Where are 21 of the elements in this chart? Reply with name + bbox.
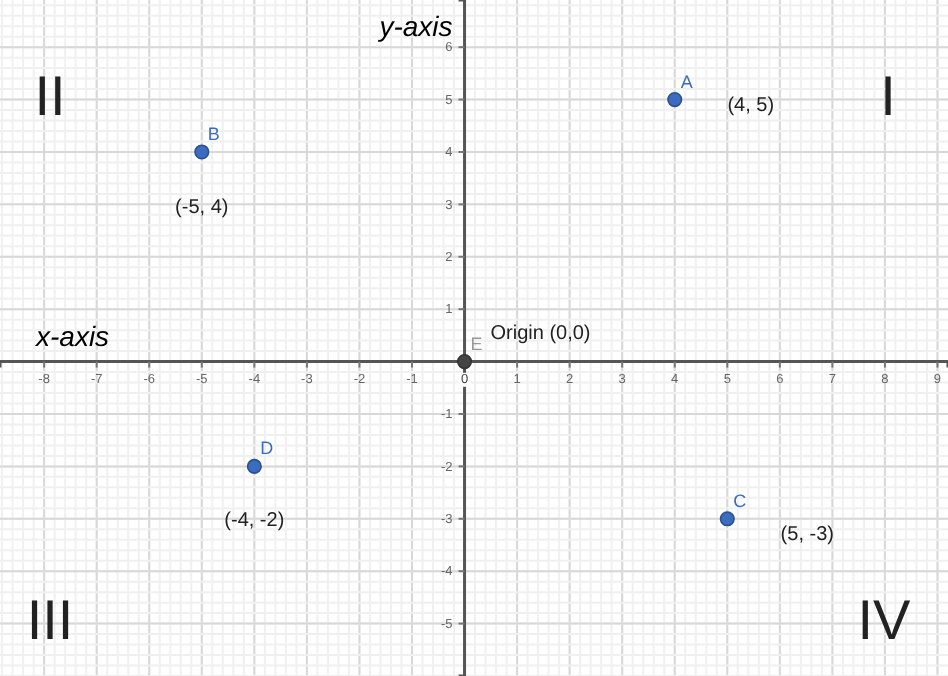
series-label: C xyxy=(733,490,748,511)
point xyxy=(667,92,683,108)
series-label: D xyxy=(260,438,275,459)
annotation: (4, 5) xyxy=(727,94,775,117)
annotation: (-4, -2) xyxy=(224,509,285,532)
point xyxy=(246,458,262,474)
series-label: E xyxy=(470,333,483,354)
annotation: (-5, 4) xyxy=(175,197,229,220)
point xyxy=(719,511,735,527)
point xyxy=(456,354,473,370)
annotation: II xyxy=(34,64,66,127)
annotation: (5, -3) xyxy=(780,524,834,547)
series-label: B xyxy=(207,123,220,144)
annotation: IV xyxy=(857,588,912,651)
y-axis-title: y-axis xyxy=(377,10,453,42)
point xyxy=(194,144,210,160)
annotation: III xyxy=(26,588,74,651)
series-label: A xyxy=(680,71,693,92)
annotation: I xyxy=(880,64,896,127)
annotation: Origin (0,0) xyxy=(490,322,591,345)
x-axis-title: x-axis xyxy=(34,319,110,352)
